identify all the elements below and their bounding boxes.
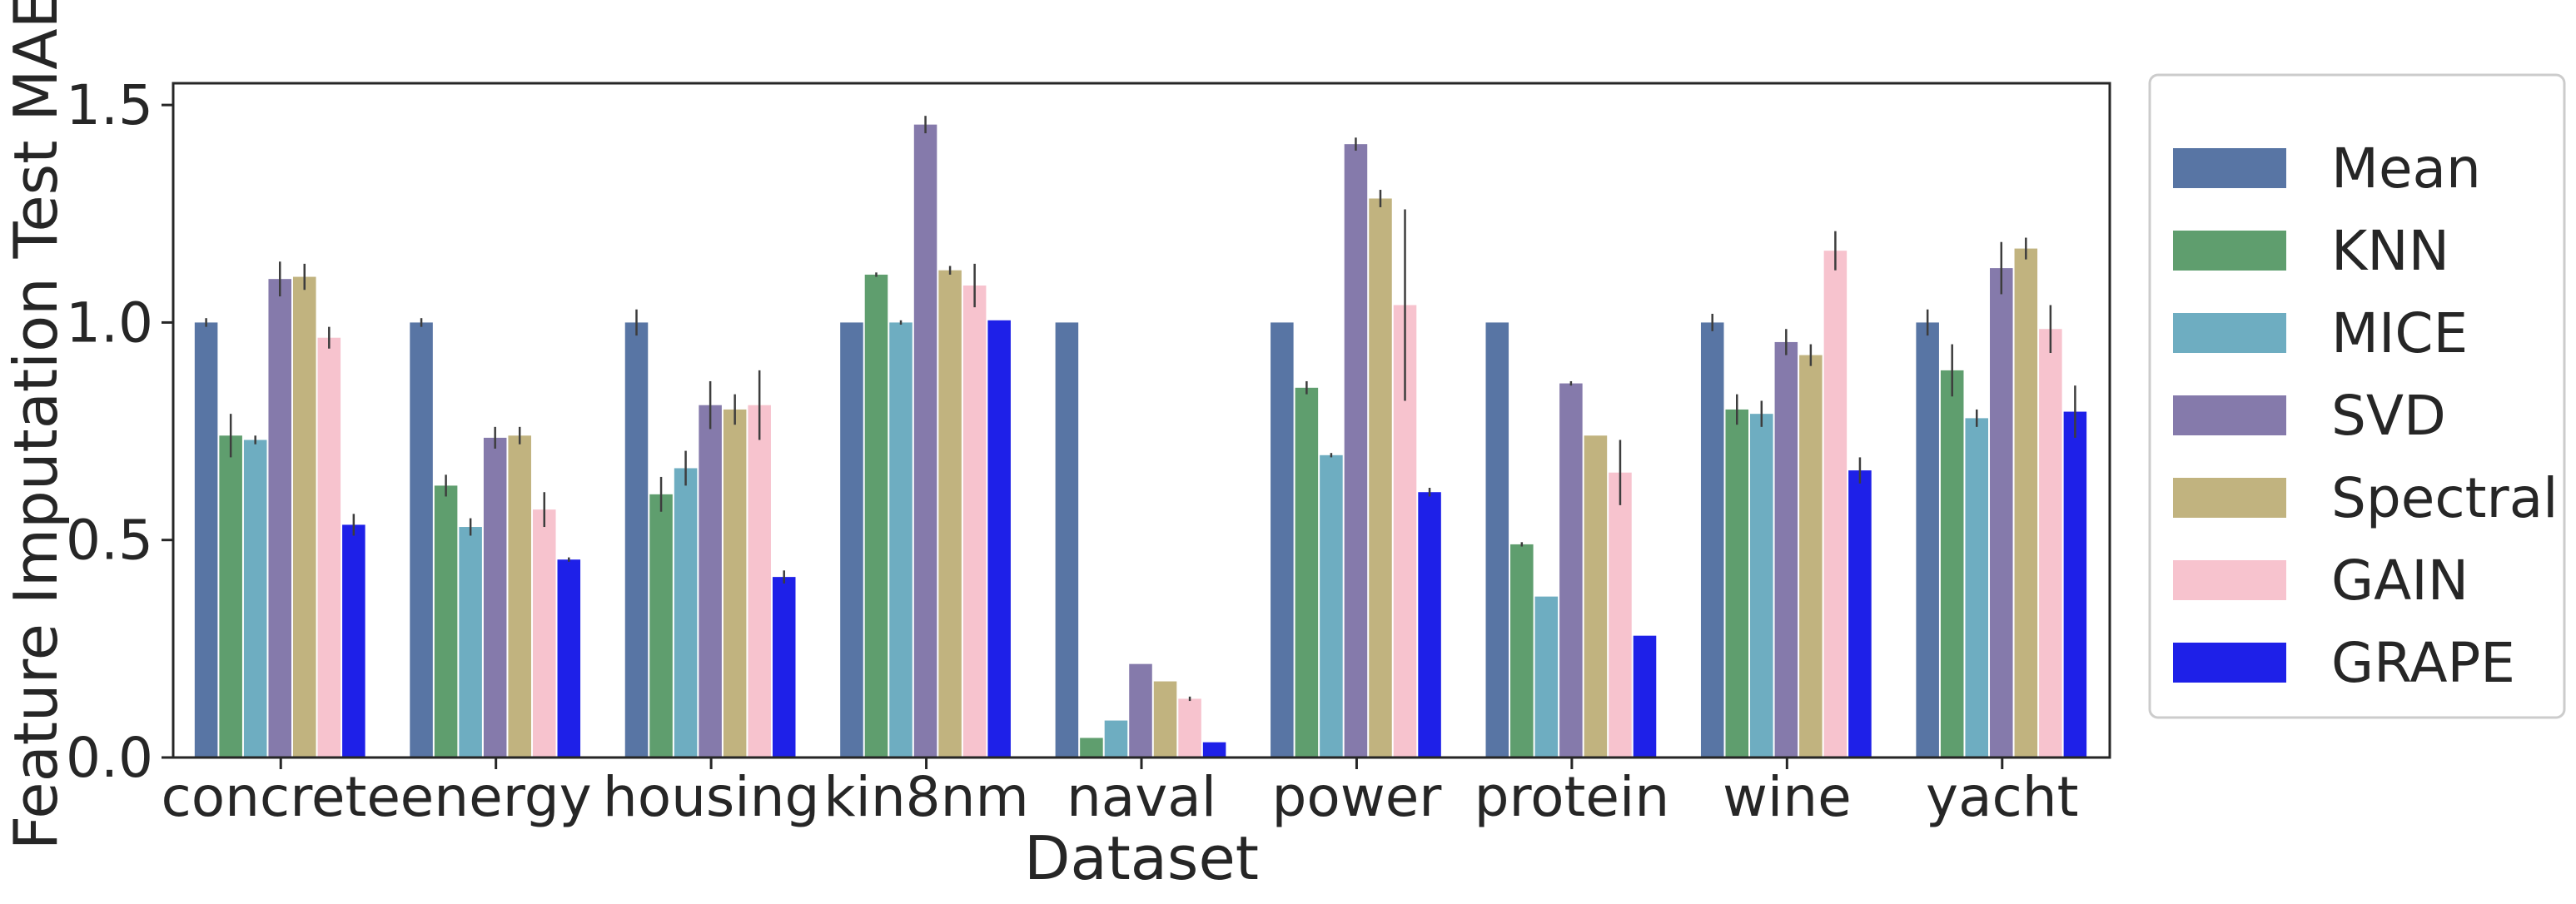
bar-mice-energy: [459, 527, 482, 757]
bar-grape-kin8nm: [987, 320, 1011, 757]
bar-svd-yacht: [1990, 268, 2013, 758]
bar-mean-kin8nm: [840, 322, 863, 757]
bar-mean-yacht: [1916, 322, 1939, 757]
bar-mean-concrete: [194, 322, 218, 757]
x-tick-label: naval: [1067, 765, 1216, 829]
bar-svd-wine: [1774, 341, 1798, 757]
legend-swatch-knn: [2173, 231, 2286, 271]
x-tick-label: power: [1271, 765, 1442, 829]
bar-mean-wine: [1700, 322, 1724, 757]
bar-gain-naval: [1178, 698, 1201, 757]
bar-spectral-housing: [723, 409, 747, 757]
bar-mice-power: [1320, 454, 1343, 757]
y-tick-label: 1.0: [66, 291, 153, 355]
x-tick-label: yacht: [1926, 765, 2079, 829]
bar-mice-kin8nm: [889, 322, 913, 757]
bar-mice-concrete: [243, 440, 267, 757]
bar-mice-naval: [1104, 720, 1128, 757]
legend-swatch-spectral: [2173, 478, 2286, 518]
bar-gain-energy: [532, 509, 556, 757]
bar-spectral-naval: [1153, 681, 1177, 757]
bar-knn-yacht: [1940, 370, 1964, 757]
x-tick-label: energy: [400, 765, 592, 829]
bar-spectral-wine: [1799, 355, 1823, 757]
bar-mice-protein: [1534, 596, 1559, 757]
bar-gain-kin8nm: [962, 286, 987, 757]
bar-grape-housing: [772, 577, 796, 757]
bar-grape-wine: [1848, 470, 1872, 757]
legend-label-mice: MICE: [2331, 301, 2468, 365]
bar-grape-protein: [1633, 635, 1657, 757]
bar-gain-concrete: [317, 337, 341, 757]
legend-label-gain: GAIN: [2331, 549, 2469, 613]
legend-label-spectral: Spectral: [2331, 466, 2558, 530]
legend: Mean KNN MICE SVD Spectral GAIN GRAPE: [2148, 73, 2566, 719]
bar-mean-energy: [410, 322, 433, 757]
y-axis: 0.0 0.5 1.0 1.5: [66, 73, 173, 790]
bar-knn-concrete: [219, 435, 242, 757]
legend-label-mean: Mean: [2331, 137, 2481, 201]
bar-mice-yacht: [1965, 418, 1989, 757]
bar-knn-wine: [1725, 409, 1749, 757]
x-tick-label: protein: [1474, 765, 1670, 829]
y-axis-title: Feature Imputation Test MAE: [1, 0, 71, 850]
bar-knn-energy: [434, 485, 458, 757]
bar-gain-yacht: [2039, 329, 2062, 757]
legend-label-knn: KNN: [2331, 219, 2449, 283]
legend-label-svd: SVD: [2331, 384, 2446, 448]
legend-swatch-svd: [2173, 395, 2286, 435]
legend-swatch-grape: [2173, 643, 2286, 683]
legend-swatch-gain: [2173, 560, 2286, 600]
y-tick-label: 0.5: [66, 509, 153, 573]
bar-gain-housing: [748, 405, 771, 757]
x-axis-title: Dataset: [1024, 823, 1259, 893]
bar-gain-wine: [1823, 251, 1847, 757]
bar-gain-protein: [1609, 472, 1632, 757]
bar-svd-concrete: [268, 279, 291, 757]
bar-spectral-concrete: [292, 276, 316, 757]
bar-svd-energy: [483, 437, 507, 757]
x-tick-label: kin8nm: [823, 765, 1029, 829]
x-tick-label: wine: [1723, 765, 1852, 829]
bar-knn-kin8nm: [864, 274, 888, 757]
y-tick-label: 1.5: [66, 73, 153, 137]
bar-svd-power: [1344, 144, 1368, 757]
bar-grape-naval: [1202, 742, 1226, 757]
bar-svd-housing: [699, 405, 722, 757]
bars-layer: [194, 124, 2087, 758]
legend-swatch-mean: [2173, 148, 2286, 188]
bar-knn-naval: [1080, 738, 1103, 757]
x-tick-label: housing: [603, 765, 820, 829]
error-bars-layer: [205, 116, 2076, 702]
x-axis: concrete energy housing kin8nm naval power pro…: [161, 757, 2079, 829]
bar-svd-protein: [1559, 383, 1583, 757]
bar-mean-power: [1271, 322, 1294, 757]
bar-spectral-energy: [508, 435, 531, 757]
bar-mean-protein: [1485, 322, 1509, 757]
bar-knn-protein: [1510, 544, 1534, 757]
bar-knn-housing: [649, 494, 673, 757]
bar-spectral-kin8nm: [938, 270, 962, 758]
bar-grape-yacht: [2063, 411, 2087, 757]
bar-knn-power: [1295, 387, 1319, 757]
legend-swatch-mice: [2173, 313, 2286, 353]
bar-mice-wine: [1750, 414, 1773, 757]
bar-spectral-protein: [1584, 435, 1608, 757]
y-tick-label: 0.0: [66, 726, 153, 790]
bar-grape-power: [1418, 492, 1441, 757]
bar-spectral-yacht: [2014, 248, 2038, 758]
bar-mean-housing: [624, 322, 649, 757]
bar-grape-energy: [557, 559, 581, 757]
bar-grape-concrete: [342, 524, 366, 757]
bar-mean-naval: [1055, 322, 1079, 757]
bar-spectral-power: [1369, 198, 1392, 758]
bar-mice-housing: [674, 468, 698, 757]
legend-label-grape: GRAPE: [2331, 631, 2515, 695]
x-tick-label: concrete: [161, 765, 400, 829]
bar-svd-kin8nm: [913, 124, 937, 757]
bar-svd-naval: [1129, 663, 1152, 757]
